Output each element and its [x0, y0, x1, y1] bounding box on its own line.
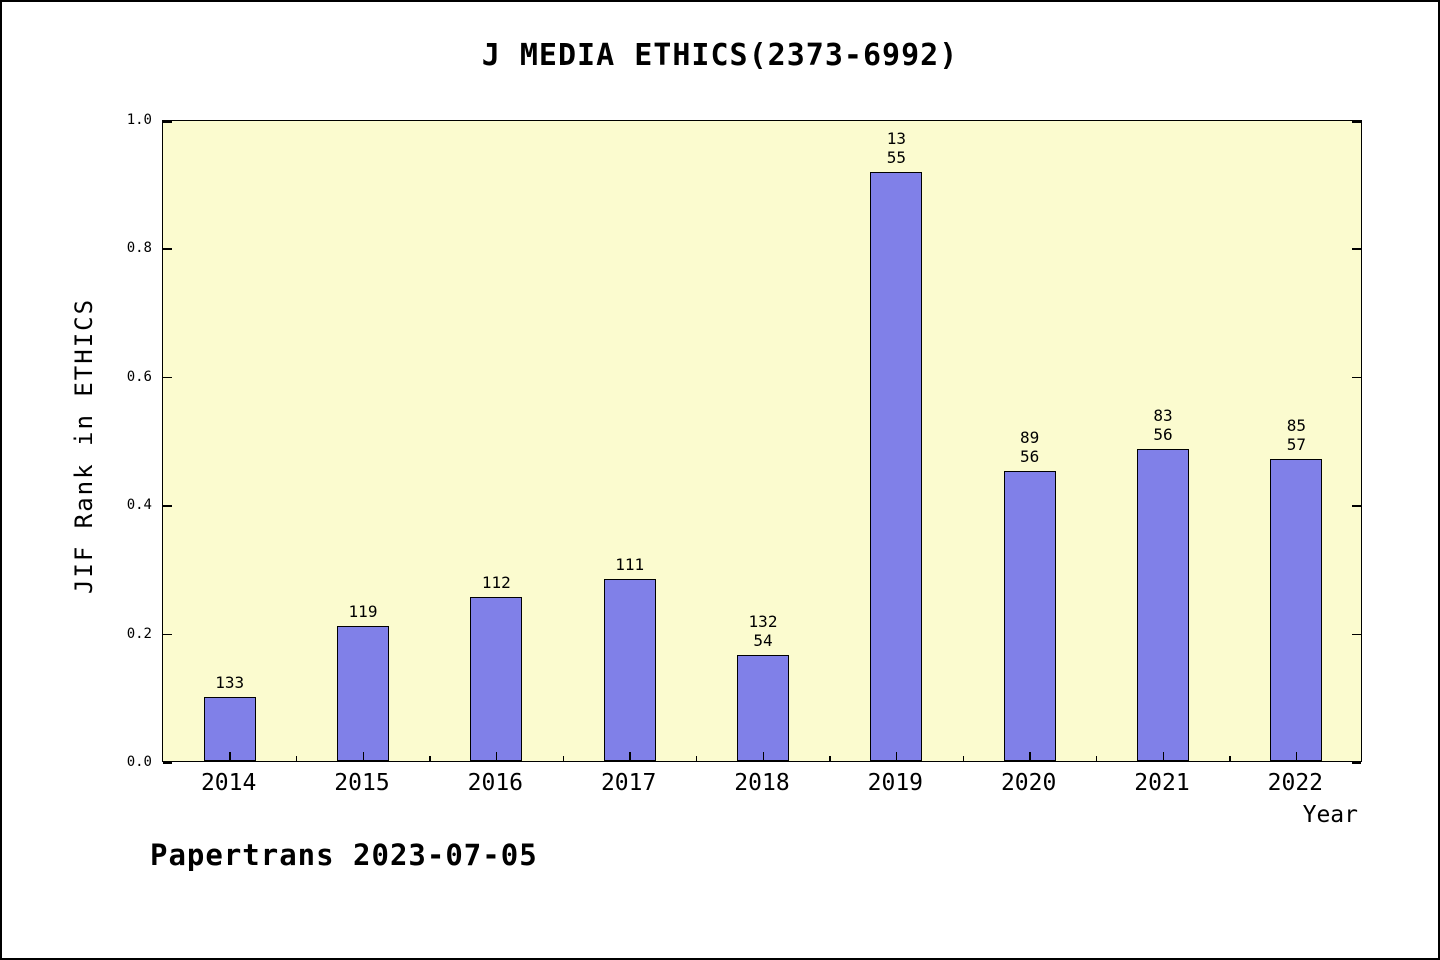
x-tick-label-2018: 2018	[734, 770, 790, 796]
x-axis-label: Year	[1302, 802, 1358, 828]
x-tick-mark	[895, 752, 898, 761]
bar-2015	[337, 626, 389, 761]
x-tick-label-2020: 2020	[1000, 770, 1057, 796]
x-tick-label-2019: 2019	[867, 770, 924, 796]
y-tick-mark	[1352, 248, 1361, 250]
bar-2020	[1003, 471, 1056, 761]
x-minor-tick-mark	[562, 756, 564, 761]
x-tick-label-2014: 2014	[200, 770, 257, 796]
bar-2019	[870, 171, 923, 761]
bar-value-label-2020: 89 56	[1020, 428, 1040, 467]
y-tick-label-0.2: 0.2	[126, 625, 152, 642]
bar-2016	[470, 597, 523, 761]
y-tick-mark	[163, 505, 172, 507]
x-tick-label-2022: 2022	[1267, 770, 1324, 796]
x-minor-tick-mark	[295, 756, 298, 761]
y-tick-mark	[1352, 633, 1361, 636]
x-tick-mark	[762, 752, 764, 761]
bar-value-label-2018: 132 54	[748, 612, 778, 651]
y-tick-mark	[163, 762, 172, 764]
y-tick-mark	[163, 376, 172, 379]
footer-text: Papertrans 2023-07-05	[150, 838, 538, 872]
bar-value-label-2016: 112	[481, 573, 511, 593]
x-tick-mark	[1295, 752, 1298, 761]
y-tick-label-0.4: 0.4	[126, 497, 152, 514]
y-tick-mark	[163, 248, 172, 250]
y-tick-label-0.6: 0.6	[126, 368, 152, 385]
y-tick-label-0.0: 0.0	[126, 754, 152, 770]
bar-value-label-2017: 111	[615, 555, 645, 575]
bar-value-label-2015: 119	[348, 602, 378, 622]
x-tick-label-2015: 2015	[334, 770, 390, 796]
bar-2014	[203, 696, 256, 761]
bar-2017	[603, 579, 656, 761]
x-tick-label-2021: 2021	[1134, 770, 1190, 796]
x-tick-mark	[362, 752, 364, 761]
x-minor-tick-mark	[962, 756, 964, 761]
y-tick-label-0.8: 0.8	[126, 240, 152, 257]
x-tick-mark	[629, 752, 631, 761]
x-tick-label-2016: 2016	[467, 770, 524, 796]
x-minor-tick-mark	[695, 756, 698, 761]
bar-value-label-2014: 133	[215, 672, 245, 692]
bar-value-label-2021: 83 56	[1153, 406, 1173, 444]
y-tick-mark	[163, 121, 172, 123]
y-tick-mark	[1352, 376, 1361, 379]
chart-title: J MEDIA ETHICS(2373-6992)	[481, 38, 959, 73]
y-tick-mark	[1352, 762, 1361, 764]
bar-2022	[1270, 458, 1323, 761]
bar-value-label-2019: 13 55	[886, 128, 906, 167]
y-tick-mark	[163, 633, 172, 636]
x-tick-mark	[1029, 752, 1031, 761]
x-minor-tick-mark	[1229, 756, 1231, 761]
x-tick-mark	[229, 752, 231, 761]
bar-value-label-2022: 85 57	[1286, 415, 1306, 454]
x-minor-tick-mark	[829, 756, 831, 761]
bar-2018	[737, 655, 789, 761]
x-tick-label-2017: 2017	[600, 770, 657, 796]
y-axis-label: JIF Rank in ETHICS	[70, 297, 98, 595]
y-tick-label-1.0: 1.0	[126, 112, 152, 128]
plot-area: 133 119 112 111 132 54 13 55 89 56 83 56 85 57	[162, 120, 1362, 764]
y-tick-mark	[1352, 505, 1361, 507]
x-minor-tick-mark	[429, 756, 431, 761]
x-tick-mark	[1162, 752, 1164, 761]
x-tick-mark	[495, 752, 498, 761]
y-tick-mark	[1352, 121, 1361, 123]
bar-2021	[1137, 449, 1189, 761]
x-minor-tick-mark	[1095, 756, 1098, 761]
